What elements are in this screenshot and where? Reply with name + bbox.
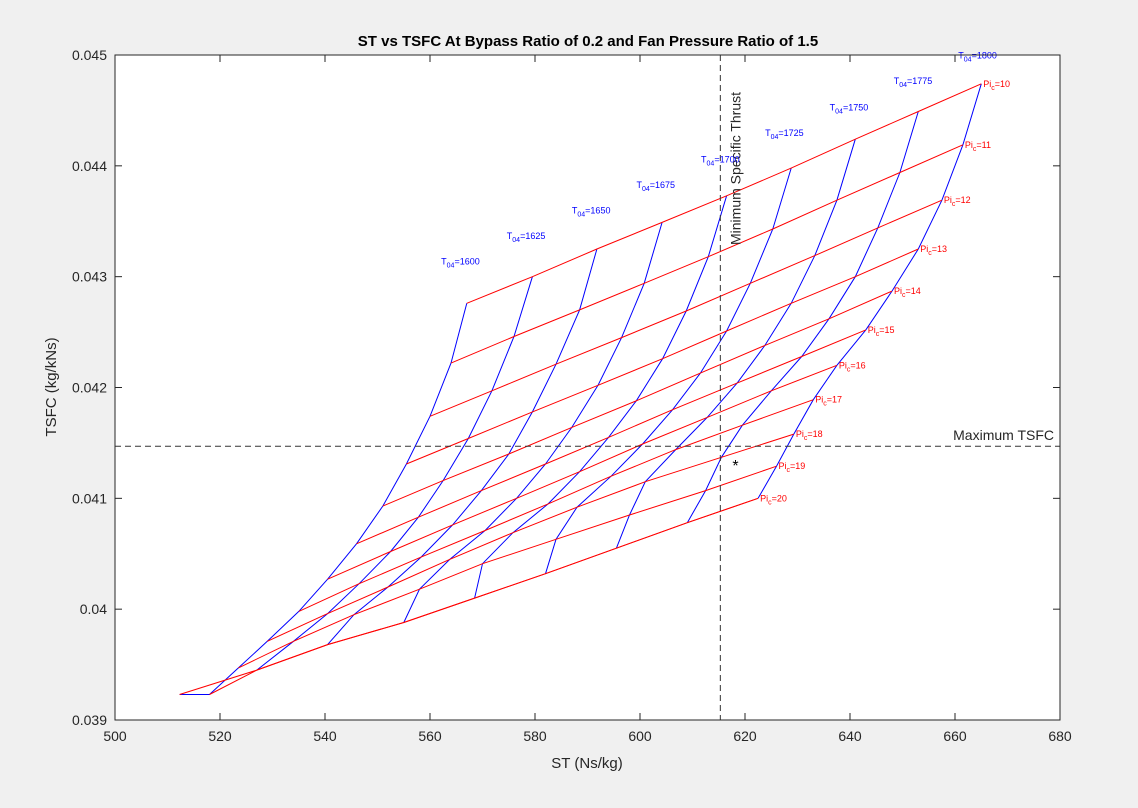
pic-line-1 <box>450 144 964 364</box>
t04-label-4: T04=1700 <box>701 155 740 168</box>
t04-label-2: T04=1650 <box>572 205 611 218</box>
pic-label-1: Pic=11 <box>965 140 991 153</box>
pic-line-2 <box>429 199 943 417</box>
x-tick-label-4: 580 <box>523 728 547 744</box>
pic-line-11 <box>179 497 759 695</box>
y-tick-label-2: 0.041 <box>72 490 107 506</box>
x-tick-label-1: 520 <box>208 728 232 744</box>
pic-line-5 <box>356 329 866 545</box>
pic-line-4 <box>382 290 893 507</box>
t04-label-6: T04=1750 <box>830 102 869 115</box>
t04-label-7: T04=1775 <box>894 76 933 89</box>
y-tick-label-5: 0.044 <box>72 158 107 174</box>
reference-lines: Minimum Specific Thrust Maximum TSFC * <box>115 55 1060 720</box>
pic-label-6: Pic=16 <box>839 360 866 373</box>
pic-label-10: Pic=20 <box>760 493 787 506</box>
pic-line-9 <box>238 465 777 669</box>
x-tick-label-5: 600 <box>628 728 652 744</box>
operating-point-marker: * <box>732 458 738 475</box>
pic-line-0 <box>466 83 982 304</box>
x-tick-label-8: 660 <box>943 728 967 744</box>
t04-label-1: T04=1625 <box>507 231 546 244</box>
x-tick-label-0: 500 <box>103 728 127 744</box>
max-tsfc-label: Maximum TSFC <box>953 427 1054 443</box>
x-axis-label: ST (Ns/kg) <box>551 755 622 772</box>
pic-label-0: Pic=10 <box>983 79 1010 92</box>
pic-line-3 <box>406 248 919 465</box>
pic-line-8 <box>267 433 794 642</box>
plot-area <box>115 55 1060 720</box>
t04-label-0: T04=1600 <box>441 256 480 269</box>
y-tick-label-6: 0.045 <box>72 47 107 63</box>
t04-curve-0 <box>179 303 468 695</box>
pic-label-8: Pic=18 <box>796 429 823 442</box>
x-tick-label-9: 680 <box>1048 728 1072 744</box>
pic-label-7: Pic=17 <box>815 395 842 408</box>
y-tick-label-0: 0.039 <box>72 712 107 728</box>
t04-label-3: T04=1675 <box>636 180 675 193</box>
pic-label-4: Pic=14 <box>894 286 921 299</box>
pic-label-9: Pic=19 <box>779 461 806 474</box>
x-tick-label-2: 540 <box>313 728 337 744</box>
curve-group <box>179 83 982 695</box>
t04-label-5: T04=1725 <box>765 128 804 141</box>
pic-line-7 <box>298 399 814 612</box>
x-tick-label-7: 640 <box>838 728 862 744</box>
chart-title: ST vs TSFC At Bypass Ratio of 0.2 and Fa… <box>358 33 818 50</box>
pic-label-2: Pic=12 <box>944 195 971 208</box>
pic-label-5: Pic=15 <box>868 325 895 338</box>
axis-ticks: 500 520 540 560 580 600 620 640 660 680 0.039 0.04 0… <box>72 47 1072 744</box>
pic-line-6 <box>327 364 838 580</box>
y-tick-label-1: 0.04 <box>80 601 107 617</box>
pic-label-3: Pic=13 <box>920 244 947 257</box>
x-tick-label-6: 620 <box>733 728 757 744</box>
min-specific-thrust-label: Minimum Specific Thrust <box>727 92 743 245</box>
y-axis-label: TSFC (kg/kNs) <box>43 337 60 436</box>
y-tick-label-3: 0.042 <box>72 380 107 396</box>
x-tick-label-3: 560 <box>418 728 442 744</box>
y-tick-label-4: 0.043 <box>72 269 107 285</box>
